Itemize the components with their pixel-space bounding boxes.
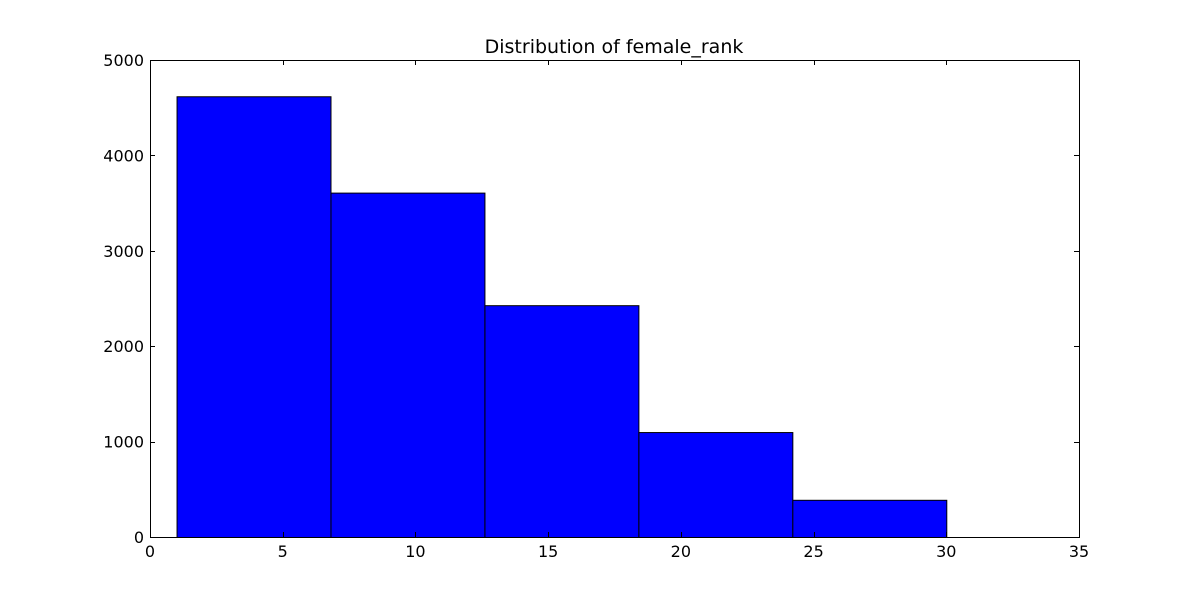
x-tick-label: 5 bbox=[278, 542, 288, 561]
x-tick-label: 30 bbox=[936, 542, 956, 561]
x-tick-label: 35 bbox=[1069, 542, 1089, 561]
histogram-bar-1 bbox=[176, 96, 332, 538]
histogram-bar-2 bbox=[330, 192, 486, 539]
y-tick-label: 5000 bbox=[103, 51, 144, 70]
y-tick-label: 1000 bbox=[103, 433, 144, 452]
y-tick-label: 2000 bbox=[103, 337, 144, 356]
x-tick-label: 0 bbox=[145, 542, 155, 561]
y-tick-label: 4000 bbox=[103, 146, 144, 165]
x-tick-label: 10 bbox=[405, 542, 425, 561]
y-tick-label: 3000 bbox=[103, 242, 144, 261]
ticks-group: 0 5 10 15 20 25 30 35 0 1000 2000 3000 4000 5000 bbox=[103, 51, 1089, 561]
histogram-bar-4 bbox=[638, 432, 794, 538]
y-tick-label: 0 bbox=[134, 528, 144, 547]
histogram-bar-3 bbox=[484, 305, 640, 539]
x-tick-label: 15 bbox=[538, 542, 558, 561]
x-tick-label: 20 bbox=[671, 542, 691, 561]
plot-area-frame bbox=[150, 60, 1080, 538]
bars-group bbox=[176, 96, 948, 539]
histogram-bar-5 bbox=[792, 499, 948, 539]
chart-title: Distribution of female_rank bbox=[485, 36, 744, 58]
x-tick-label: 25 bbox=[803, 542, 823, 561]
